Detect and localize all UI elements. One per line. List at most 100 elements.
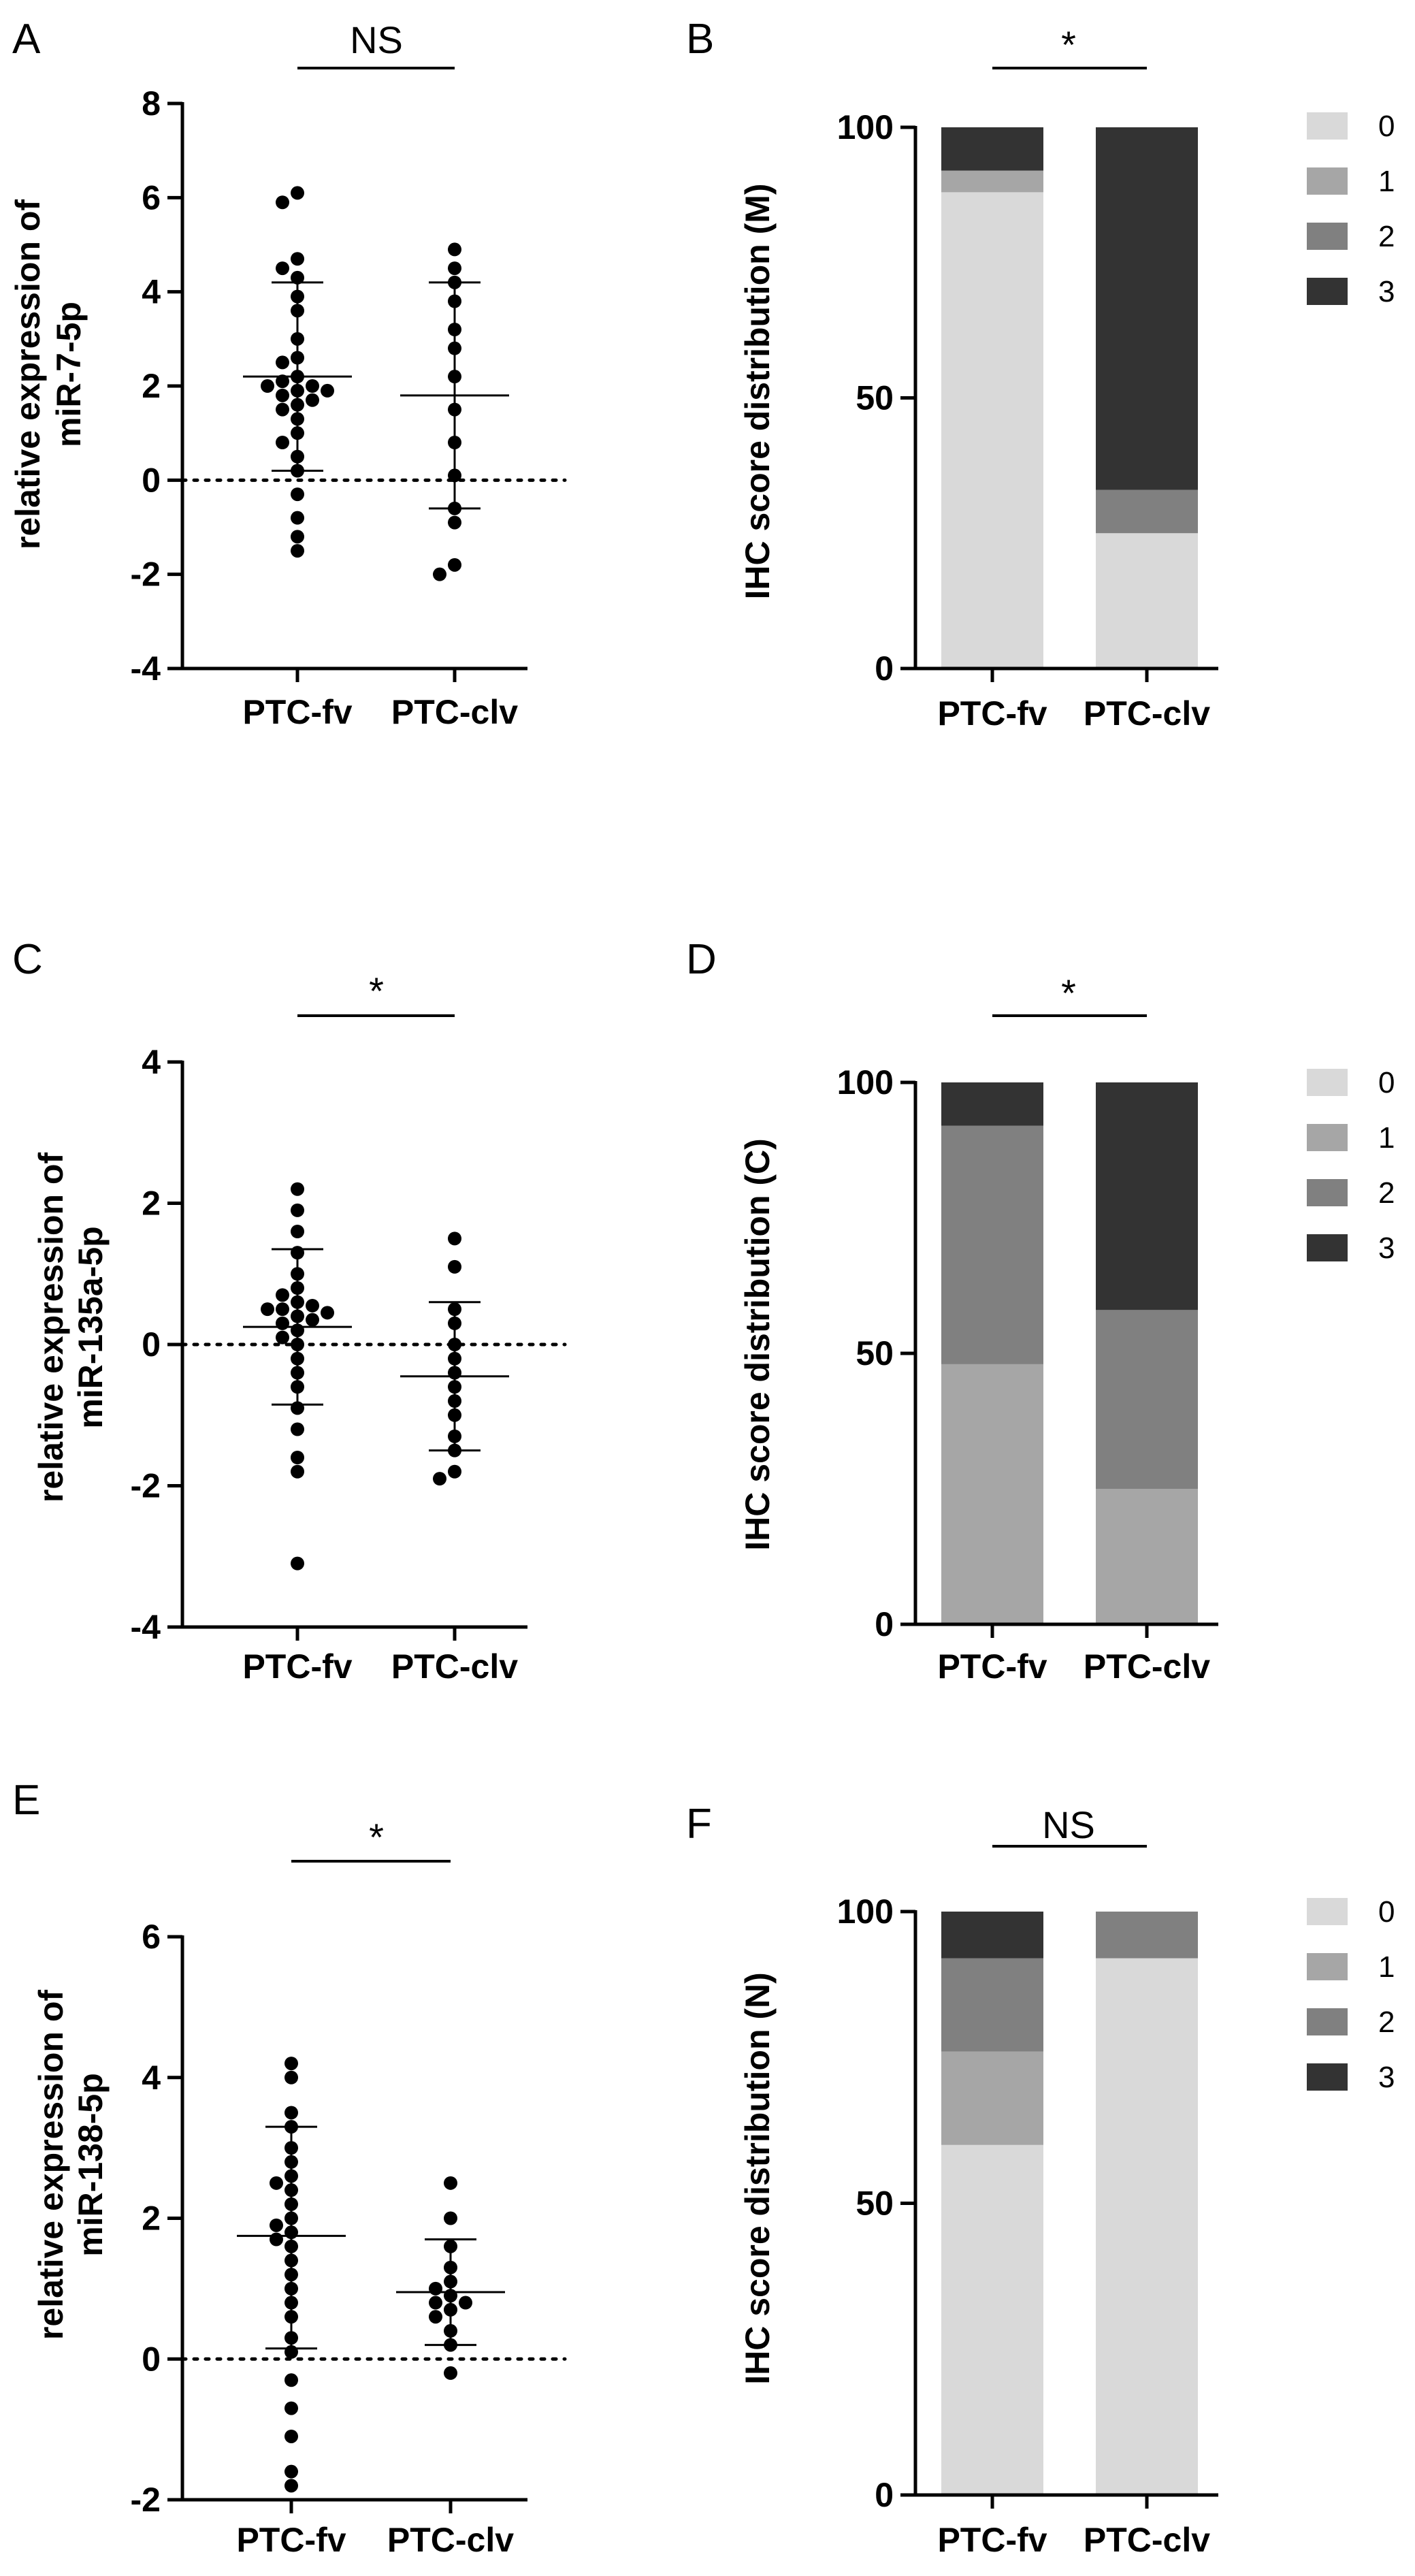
bar-segment-score-0: [941, 2144, 1043, 2495]
data-point: [291, 1182, 304, 1196]
y-axis-label-line-2: miR-135a-5p: [71, 1226, 110, 1428]
panel-letter-d: D: [686, 936, 717, 983]
x-category-label: PTC-fv: [242, 1647, 352, 1686]
bar-segment-score-2: [1096, 1912, 1198, 1959]
legend-label: 0: [1378, 1066, 1395, 1099]
data-point: [276, 436, 289, 449]
y-tick-label: 2: [142, 367, 161, 405]
y-tick-label: 2: [142, 2200, 161, 2238]
legend-swatch: [1307, 167, 1348, 195]
x-category-label: PTC-fv: [937, 2521, 1047, 2559]
legend-swatch: [1307, 278, 1348, 305]
bar-segment-score-0: [941, 192, 1043, 669]
data-point: [444, 2176, 457, 2190]
y-tick-label: 6: [142, 1918, 161, 1956]
data-point: [448, 261, 461, 276]
data-point: [284, 2106, 298, 2120]
plot-area: [180, 1182, 567, 1571]
data-point: [444, 2211, 457, 2225]
y-tick-label: 0: [875, 649, 894, 688]
legend-label: 2: [1378, 220, 1395, 253]
x-category-label: PTC-fv: [236, 2521, 346, 2559]
x-category-label: PTC-clv: [391, 693, 518, 731]
data-point: [291, 1451, 304, 1464]
y-tick-label: 50: [856, 2185, 894, 2223]
bar-segment-score-0: [1096, 1958, 1198, 2495]
data-point: [291, 1422, 304, 1436]
data-point: [306, 379, 319, 393]
data-point: [276, 374, 289, 389]
data-point: [291, 270, 304, 285]
y-axis-ticks: -2 0 2 4 6: [131, 1918, 182, 2519]
data-point: [284, 2057, 298, 2071]
bar-segment-score-3: [941, 1912, 1043, 1959]
data-point: [291, 1464, 304, 1479]
legend-swatch: [1307, 112, 1348, 140]
bar-segment-score-3: [1096, 1082, 1198, 1310]
data-point: [448, 242, 461, 257]
data-point: [276, 388, 289, 402]
bar-segment-score-3: [941, 127, 1043, 171]
data-point: [270, 2218, 283, 2232]
panel-b: B * IHC score distribution (M) 0 50 100 PT…: [686, 16, 1395, 732]
data-point: [429, 2296, 442, 2310]
panel-letter-a: A: [12, 16, 41, 63]
x-category-label: PTC-clv: [1084, 694, 1210, 732]
data-point: [321, 1306, 334, 1320]
bar-segment-score-3: [941, 1082, 1043, 1126]
y-tick-label: 50: [856, 379, 894, 417]
y-axis-label: IHC score distribution (C): [738, 1138, 777, 1551]
y-tick-label: 0: [142, 2340, 161, 2378]
y-tick-label: -2: [131, 2481, 161, 2519]
y-tick-label: 4: [142, 273, 161, 311]
y-axis-label: relative expression of miR-135a-5p: [32, 1153, 110, 1502]
legend-label: 3: [1378, 1231, 1395, 1265]
panel-a: A NS relative expression of miR-7-5p -4-…: [9, 16, 567, 731]
data-point: [276, 1316, 289, 1330]
y-axis-ticks: -4 -2 0 2 4 6 8: [131, 84, 182, 688]
legend-label: 2: [1378, 1176, 1395, 1210]
legend-swatch: [1307, 1898, 1348, 1925]
bar-segment-score-2: [941, 1958, 1043, 2052]
legend-label: 0: [1378, 1895, 1395, 1929]
data-point: [261, 1302, 274, 1317]
significance-label: *: [1061, 23, 1076, 66]
data-point: [276, 1330, 289, 1345]
data-point: [261, 379, 274, 393]
data-point: [448, 558, 461, 572]
data-point: [276, 355, 289, 370]
y-tick-label: 0: [142, 461, 161, 499]
plot-area: [941, 1912, 1198, 2495]
plot-area: [941, 127, 1198, 669]
y-axis-label-text: IHC score distribution (M): [738, 183, 777, 599]
y-tick-label: 100: [837, 1063, 894, 1101]
data-point: [459, 2296, 472, 2310]
y-tick-label: -2: [131, 1467, 161, 1505]
y-axis-label-line-1: relative expression of: [32, 1153, 70, 1502]
data-point: [448, 1231, 461, 1246]
bar-segment-score-1: [941, 1364, 1043, 1624]
y-tick-label: 4: [142, 2059, 161, 2097]
y-tick-label: 100: [837, 108, 894, 146]
data-point: [270, 2232, 283, 2247]
legend-swatch: [1307, 1234, 1348, 1261]
bar-segment-score-1: [1096, 1489, 1198, 1624]
legend-swatch: [1307, 1124, 1348, 1151]
y-axis-label: IHC score distribution (M): [738, 183, 777, 599]
bar-segment-score-1: [941, 170, 1043, 193]
y-axis-ticks: 0 50 100: [837, 1893, 915, 2514]
x-axis-ticks: [990, 669, 1149, 682]
x-category-label: PTC-clv: [1084, 1647, 1210, 1686]
data-point: [433, 1472, 446, 1486]
panel-letter-e: E: [12, 1777, 40, 1824]
data-point: [448, 1464, 461, 1479]
data-point: [291, 252, 304, 266]
data-point: [276, 195, 289, 210]
legend-label: 1: [1378, 165, 1395, 198]
data-point: [448, 515, 461, 530]
plot-area: [180, 2057, 567, 2493]
y-axis-label-line-2: miR-7-5p: [50, 302, 88, 447]
data-point: [448, 1259, 461, 1274]
y-tick-label: 4: [142, 1043, 161, 1081]
y-tick-label: 0: [875, 1605, 894, 1643]
